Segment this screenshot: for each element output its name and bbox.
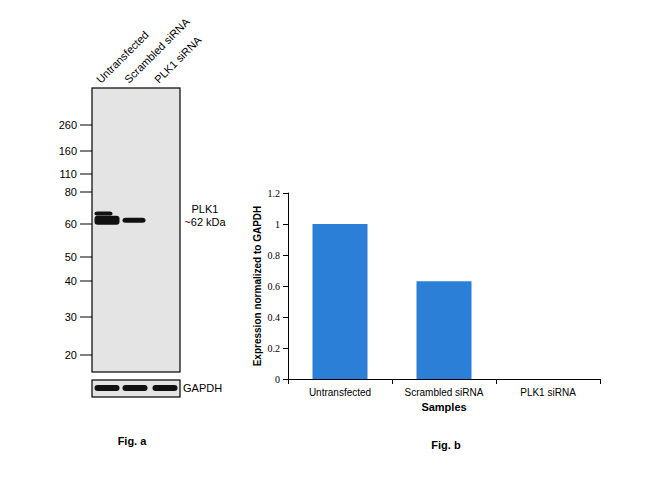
svg-text:0.8: 0.8 (268, 250, 281, 261)
svg-text:160: 160 (59, 145, 77, 157)
svg-text:Fig. b: Fig. b (431, 439, 461, 451)
svg-text:20: 20 (65, 349, 77, 361)
svg-text:PLK1: PLK1 (192, 203, 219, 215)
svg-text:30: 30 (65, 311, 77, 323)
svg-text:Samples: Samples (421, 401, 466, 413)
svg-text:0.2: 0.2 (268, 343, 281, 354)
svg-text:Expression normalized to GAPDH: Expression normalized to GAPDH (252, 206, 263, 367)
svg-text:PLK1 siRNA: PLK1 siRNA (152, 33, 204, 85)
svg-text:1: 1 (275, 219, 280, 230)
svg-text:40: 40 (65, 275, 77, 287)
svg-text:Untransfected: Untransfected (94, 29, 151, 86)
svg-text:GAPDH: GAPDH (183, 382, 222, 394)
svg-text:~62 kDa: ~62 kDa (184, 216, 226, 228)
svg-text:Scrambled siRNA: Scrambled siRNA (122, 15, 192, 85)
svg-text:Fig. a: Fig. a (118, 435, 148, 447)
svg-text:PLK1 siRNA: PLK1 siRNA (520, 387, 576, 398)
svg-text:Untransfected: Untransfected (309, 387, 371, 398)
svg-text:60: 60 (65, 218, 77, 230)
svg-text:110: 110 (59, 168, 77, 180)
svg-text:0: 0 (275, 374, 280, 385)
svg-text:50: 50 (65, 251, 77, 263)
svg-text:1.2: 1.2 (268, 188, 281, 199)
svg-text:0.6: 0.6 (268, 281, 281, 292)
svg-text:Scrambled siRNA: Scrambled siRNA (405, 387, 484, 398)
svg-text:0.4: 0.4 (268, 312, 281, 323)
svg-text:80: 80 (65, 186, 77, 198)
svg-text:260: 260 (59, 119, 77, 131)
